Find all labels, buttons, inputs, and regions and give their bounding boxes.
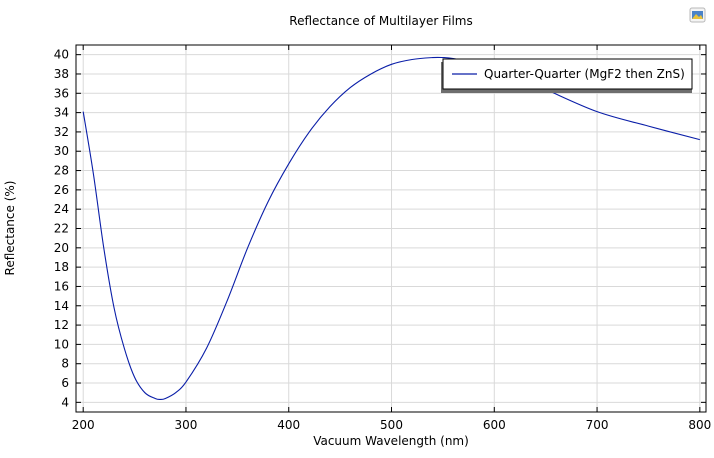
y-tick-label: 24 — [54, 202, 69, 216]
y-tick-label: 14 — [54, 299, 69, 313]
grid — [76, 45, 706, 412]
y-tick-label: 4 — [61, 395, 69, 409]
y-tick-label: 34 — [54, 106, 69, 120]
y-axis-label: Reflectance (%) — [3, 181, 17, 276]
y-tick-label: 12 — [54, 318, 69, 332]
x-tick-label: 300 — [175, 418, 198, 432]
y-tick-label: 16 — [54, 279, 69, 293]
x-tick-label: 600 — [483, 418, 506, 432]
y-tick-label: 8 — [61, 357, 69, 371]
y-axis: 4 6 8 10 12 14 16 18 20 22 24 26 28 30 32 34 36 38 40 — [54, 48, 706, 409]
x-axis-label: Vacuum Wavelength (nm) — [313, 434, 469, 448]
y-tick-label: 38 — [54, 67, 69, 81]
y-tick-label: 40 — [54, 48, 69, 62]
y-tick-label: 18 — [54, 260, 69, 274]
legend: Quarter-Quarter (MgF2 then ZnS) — [441, 58, 693, 93]
x-tick-label: 400 — [277, 418, 300, 432]
x-tick-label: 200 — [72, 418, 95, 432]
y-tick-label: 10 — [54, 337, 69, 351]
x-tick-label: 700 — [586, 418, 609, 432]
y-tick-label: 20 — [54, 241, 69, 255]
legend-label: Quarter-Quarter (MgF2 then ZnS) — [484, 67, 685, 81]
y-tick-label: 6 — [61, 376, 69, 390]
y-tick-label: 28 — [54, 164, 69, 178]
y-tick-label: 36 — [54, 86, 69, 100]
chart-title: Reflectance of Multilayer Films — [289, 14, 472, 28]
y-tick-label: 32 — [54, 125, 69, 139]
x-tick-label: 800 — [688, 418, 711, 432]
legend-box — [442, 58, 693, 90]
x-axis: 200 300 400 500 600 700 800 — [72, 45, 711, 432]
y-tick-label: 30 — [54, 144, 69, 158]
export-image-icon[interactable] — [689, 7, 706, 23]
y-tick-label: 22 — [54, 222, 69, 236]
y-tick-label: 26 — [54, 183, 69, 197]
x-tick-label: 500 — [380, 418, 403, 432]
